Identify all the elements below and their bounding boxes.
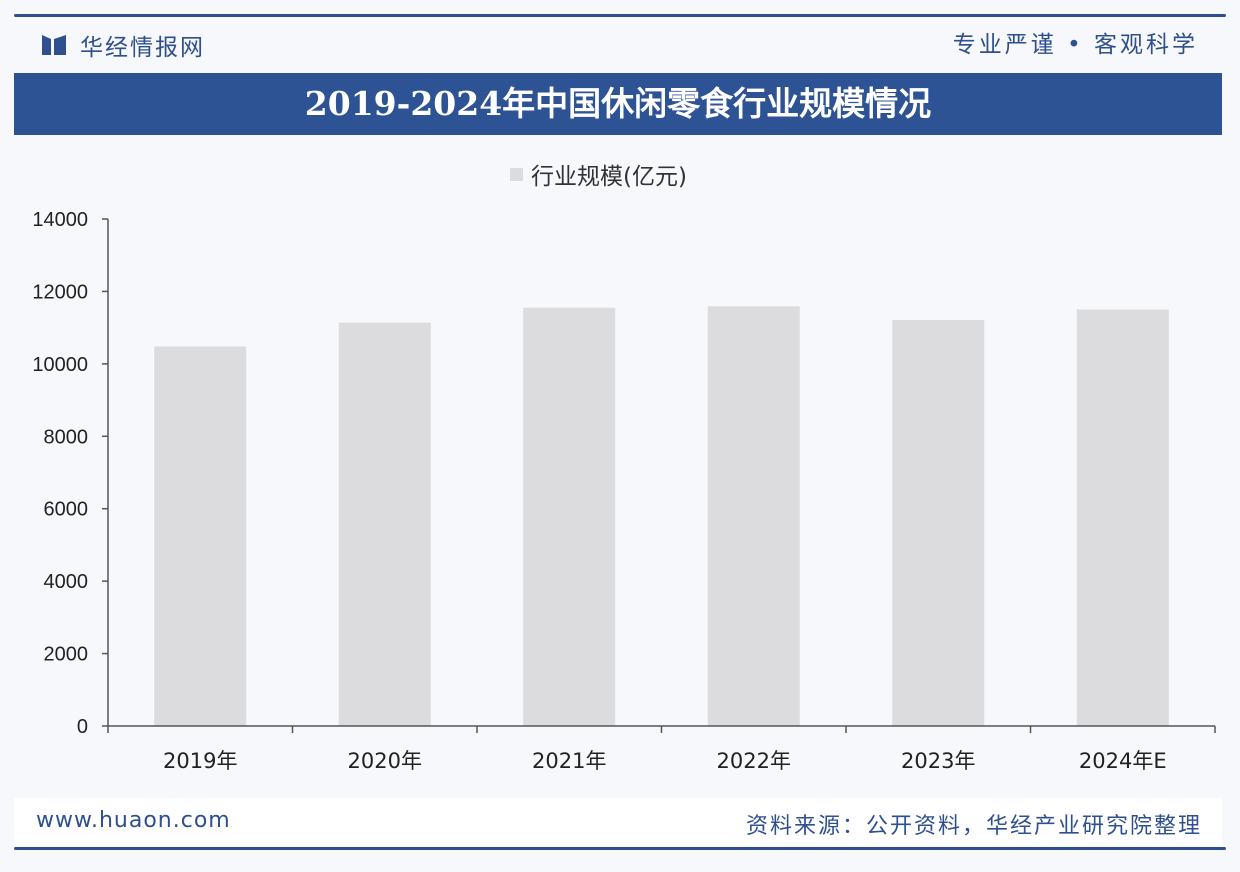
x-tick-label: 2021年 [532,749,606,773]
title-bar: 2019-2024年中国休闲零食行业规模情况 [14,73,1222,135]
x-tick-label: 2023年 [901,749,975,773]
logo-text: 华经情报网 [80,35,205,61]
logo: 华经情报网 [40,30,205,61]
x-tick-label: 2022年 [717,749,791,773]
bar [892,320,985,726]
top-divider [14,14,1226,17]
legend: 行业规模(亿元) [510,164,687,190]
legend-swatch [510,168,523,181]
footer: www.huaon.com 资料来源：公开资料，华经产业研究院整理 [14,798,1222,846]
y-tick-label: 0 [77,716,88,738]
footer-url-link[interactable]: www.huaon.com [36,808,231,833]
y-tick-label: 4000 [44,571,89,593]
y-tick-label: 10000 [32,354,88,376]
footer-source: 资料来源：公开资料，华经产业研究院整理 [745,814,1202,839]
x-tick-label: 2020年 [348,749,422,773]
y-tick-label: 14000 [32,209,88,231]
bars [154,306,1169,726]
legend-label: 行业规模(亿元) [531,164,687,190]
chart-title: 2019-2024年中国休闲零食行业规模情况 [304,84,932,123]
y-axis: 0 2000 4000 6000 8000 10000 12000 14000 [32,209,109,738]
x-axis: 2019年 2020年 2021年 2022年 2023年 2024年E [107,726,1216,773]
bar [523,307,616,726]
header: 华经情报网 专业严谨 • 客观科学 [14,22,1226,68]
huaon-logo-icon [42,35,66,55]
y-tick-label: 2000 [44,644,89,666]
y-tick-label: 6000 [44,499,89,521]
bottom-divider [14,847,1226,850]
bar [338,322,431,726]
bar [707,306,800,726]
x-tick-label: 2024年E [1079,749,1167,773]
y-tick-label: 8000 [44,426,89,448]
y-tick-label: 12000 [32,281,88,303]
x-tick-label: 2019年 [163,749,237,773]
slogan: 专业严谨 • 客观科学 [952,32,1198,58]
bar [154,346,247,726]
bar [1076,309,1169,726]
